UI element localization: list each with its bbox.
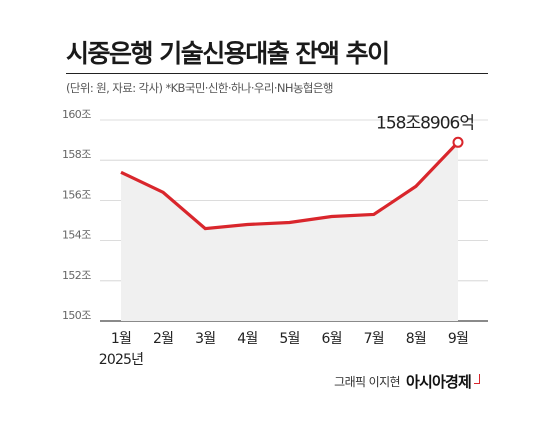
- credit-brand: 아시아경제: [405, 373, 472, 391]
- y-tick-label: 150조: [62, 309, 91, 322]
- area-fill-layer: [121, 142, 458, 321]
- x-year-label: 2025년: [99, 352, 144, 368]
- x-tick-label: 3월: [195, 331, 215, 347]
- y-tick-label: 152조: [62, 269, 91, 282]
- x-tick-label: 8월: [406, 331, 426, 347]
- y-tick-label: 156조: [62, 188, 91, 201]
- chart-title: 시중은행 기술신용대출 잔액 추이: [66, 39, 390, 68]
- x-axis-ticks: 1월 2월 3월 4월 5월 6월 7월 8월 9월 2025년: [99, 331, 469, 368]
- brand-mark-icon: [474, 373, 480, 384]
- y-tick-label: 160조: [62, 108, 91, 121]
- series-line: [120, 141, 460, 231]
- y-axis-ticks: 160조 158조 156조 154조 152조 150조: [62, 108, 92, 322]
- x-tick-label: 6월: [322, 331, 342, 347]
- chart-subtitle: (단위: 원, 자료: 각사) *KB국민·신한·하나·우리·NH농협은행: [66, 81, 333, 95]
- annotation-layer: 158조8906억: [376, 113, 475, 148]
- area-fill: [121, 142, 458, 321]
- annotation-label: 158조8906억: [376, 113, 474, 133]
- credit-line: 그래픽 이지현 아시아경제: [334, 371, 480, 392]
- x-tick-label: 1월: [111, 331, 131, 347]
- series-line-layer: [120, 141, 460, 231]
- annotation-marker: [452, 136, 464, 148]
- x-tick-label: 2월: [153, 331, 173, 347]
- y-tick-label: 154조: [62, 229, 91, 242]
- x-tick-label: 4월: [237, 331, 257, 347]
- x-tick-label: 7월: [364, 331, 384, 347]
- y-tick-label: 158조: [62, 148, 91, 161]
- title-divider: [66, 73, 488, 74]
- credit-author: 그래픽 이지현: [334, 375, 400, 389]
- x-tick-label: 5월: [279, 331, 299, 347]
- x-tick-label: 9월: [448, 331, 468, 347]
